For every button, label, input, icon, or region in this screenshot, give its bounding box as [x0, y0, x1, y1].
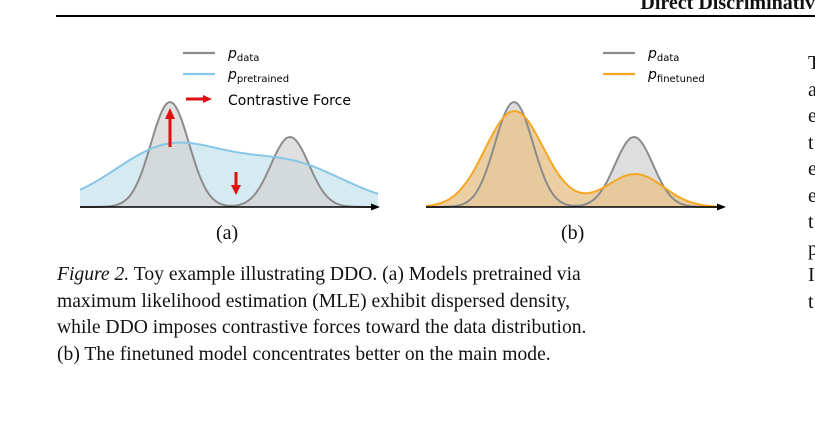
right-column-letter: e [808, 158, 815, 180]
legend-force-swatch-head [203, 95, 212, 103]
force-arrow-up-head [165, 108, 175, 119]
data-fill [80, 102, 378, 207]
force-arrow-down-head [231, 185, 241, 195]
right-column-letter: I [808, 264, 815, 286]
running-title: Direct Discriminativ [640, 0, 815, 14]
caption-figure-label: Figure 2. [57, 264, 130, 285]
pretrained-curve [79, 141, 379, 195]
caption-line-3: while DDO imposes contrastive forces tow… [57, 317, 587, 338]
caption-line-2: maximum likelihood estimation (MLE) exhi… [57, 290, 570, 312]
figure-caption: Figure 2. Toy example illustrating DDO. … [57, 262, 772, 368]
header-rule [56, 15, 815, 17]
finetuned-fill [426, 111, 724, 207]
panel-b-plot: pdata pfinetuned [425, 46, 726, 211]
right-column-letter: t [808, 290, 814, 313]
legend-data-label: pdata [647, 46, 679, 64]
right-column-letter: a [808, 78, 815, 101]
axis-b-arrowhead [717, 203, 726, 211]
caption-text-1: Toy example illustrating DDO. (a) Models… [129, 264, 581, 285]
right-column-letter: t [808, 211, 814, 233]
panel-b-label: (b) [561, 222, 585, 244]
legend-force-label: Contrastive Force [228, 93, 351, 109]
right-column-letter: e [808, 184, 815, 207]
data-curve [426, 100, 724, 208]
figure-2: pdata ppretrained Contrastive Force pdat… [79, 46, 726, 244]
right-column-letter: T [808, 52, 815, 74]
panel-a-plot: pdata ppretrained Contrastive Force [79, 46, 380, 211]
legend-pretrained-label: ppretrained [227, 67, 289, 85]
right-column-letter: p [808, 237, 815, 260]
right-column-letter: e [808, 105, 815, 127]
axis-a-arrowhead [371, 203, 380, 211]
panel-a-label: (a) [216, 222, 239, 244]
data-curve [80, 100, 378, 208]
legend-b: pdata pfinetuned [603, 46, 705, 85]
right-column-letter: t [808, 131, 814, 154]
figure-plots: pdata ppretrained Contrastive Force pdat… [79, 46, 726, 211]
caption-line-1: Figure 2. Toy example illustrating DDO. … [57, 262, 772, 289]
legend-a: pdata ppretrained Contrastive Force [183, 46, 351, 109]
caption-line-4: (b) The finetuned model concentrates bet… [57, 343, 551, 365]
legend-finetuned-label: pfinetuned [647, 67, 705, 85]
finetuned-curve [425, 110, 725, 208]
legend-data-label: pdata [227, 46, 259, 64]
contrastive-force-arrows [165, 108, 241, 195]
